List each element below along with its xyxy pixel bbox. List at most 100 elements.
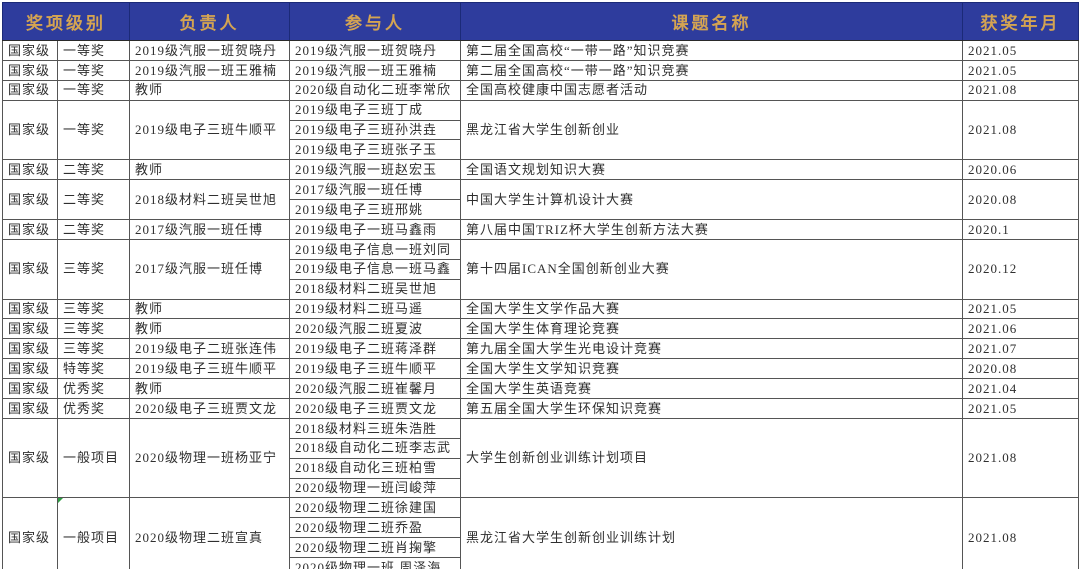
cell-award-grade: 一等奖 — [57, 99, 130, 161]
cell-participant: 2018级自动化三班柏雪 — [289, 457, 461, 479]
cell-project-name: 黑龙江省大学生创新创业 — [460, 99, 963, 161]
cell-award-date: 2021.08 — [962, 79, 1079, 101]
cell-leader: 2019级电子三班牛顺平 — [129, 358, 290, 380]
cell-leader: 教师 — [129, 79, 290, 101]
table-body: 国家级 一等奖 2019级汽服一班贺晓丹 2019级汽服一班贺晓丹 第二届全国高校“一带… — [2, 40, 1079, 569]
cell-award-grade: 一等奖 — [57, 79, 130, 101]
cell-award-category: 国家级 — [2, 238, 58, 300]
cell-award-grade: 三等奖 — [57, 318, 130, 340]
cell-leader: 2019级电子三班牛顺平 — [129, 99, 290, 161]
cell-award-category: 国家级 — [2, 219, 58, 240]
header-project: 课题名称 — [460, 2, 963, 41]
table-row: 国家级 三等奖 教师 2020级汽服二班夏波 全国大学生体育理论竞赛 2021.06 — [2, 318, 1079, 340]
cell-award-grade: 三等奖 — [57, 238, 130, 300]
cell-participant: 2019级电子三班牛顺平 — [289, 358, 461, 380]
cell-participant: 2020级汽服二班夏波 — [289, 318, 461, 340]
table-row: 国家级 特等奖 2019级电子三班牛顺平 2019级电子三班牛顺平 全国大学生文学知识竞… — [2, 358, 1079, 380]
cell-project-name: 第八届中国TRIZ杯大学生创新方法大赛 — [460, 219, 963, 240]
table-row: 2020级物理一班 周泽海 — [3, 557, 1079, 569]
cell-award-grade: 一般项目 — [57, 417, 130, 499]
cell-award-date: 2021.08 — [962, 99, 1079, 161]
table-row: 2018级材料二班吴世旭 — [3, 278, 1079, 300]
cell-project-name: 第十四届ICAN全国创新创业大赛 — [460, 238, 963, 300]
table-row: 国家级 一等奖 2019级汽服一班王雅楠 2019级汽服一班王雅楠 第二届全国高校“一带… — [2, 59, 1079, 81]
cell-participant: 2017级汽服一班任博 — [289, 179, 461, 201]
cell-award-category: 国家级 — [2, 79, 58, 101]
cell-leader: 2017级汽服一班任博 — [129, 238, 290, 300]
cell-leader: 2019级汽服一班王雅楠 — [129, 59, 290, 81]
cell-participant: 2020级物理一班闫峻萍 — [289, 477, 461, 499]
cell-participant: 2019级汽服一班王雅楠 — [289, 59, 461, 81]
cell-award-category: 国家级 — [2, 338, 58, 360]
cell-project-name: 全国高校健康中国志愿者活动 — [460, 79, 963, 101]
table-row: 国家级 三等奖 教师 2019级材料二班马遥 全国大学生文学作品大赛 2021.05 — [2, 298, 1079, 320]
cell-award-category: 国家级 — [2, 99, 58, 161]
cell-participant: 2020级物理二班徐建国 — [289, 497, 461, 519]
cell-participant: 2019级汽服一班赵宏玉 — [289, 159, 461, 181]
table-row: 国家级 三等奖 2019级电子二班张连伟 2019级电子二班蒋泽群 第九届全国大学生光电… — [2, 338, 1079, 360]
cell-leader: 教师 — [129, 318, 290, 340]
comment-marker-icon — [58, 498, 63, 504]
table-row: 国家级 优秀奖 2020级电子三班贾文龙 2020级电子三班贾文龙 第五届全国大学生环保… — [2, 398, 1079, 419]
table-row: 国家级 二等奖 教师 2019级汽服一班赵宏玉 全国语文规划知识大赛 2020.06 — [2, 159, 1079, 181]
cell-award-date: 2021.05 — [962, 398, 1079, 419]
cell-project-name: 第五届全国大学生环保知识竞赛 — [460, 398, 963, 419]
cell-project-name: 全国大学生英语竞赛 — [460, 378, 963, 400]
cell-leader: 2018级材料二班吴世旭 — [129, 179, 290, 221]
cell-award-date: 2021.05 — [962, 59, 1079, 81]
cell-leader: 教师 — [129, 159, 290, 181]
cell-award-grade: 三等奖 — [57, 338, 130, 360]
table-row: 国家级 一般项目 2020级物理二班宣真 2020级物理二班徐建国 黑龙江省大学生创新创… — [2, 497, 1079, 569]
cell-award-grade: 特等奖 — [57, 358, 130, 380]
table-row: 国家级 二等奖 2017级汽服一班任博 2019级电子一班马鑫雨 第八届中国TRIZ杯大… — [2, 219, 1079, 240]
cell-project-name: 全国大学生文学知识竞赛 — [460, 358, 963, 380]
cell-project-name: 全国大学生文学作品大赛 — [460, 298, 963, 320]
table-row: 国家级 一等奖 2019级电子三班牛顺平 2019级电子三班丁成 黑龙江省大学生创新创业… — [2, 99, 1079, 161]
cell-project-name: 黑龙江省大学生创新创业训练计划 — [460, 497, 963, 569]
cell-award-category: 国家级 — [2, 378, 58, 400]
cell-leader: 2020级电子三班贾文龙 — [129, 398, 290, 419]
header-participants: 参与人 — [289, 2, 461, 41]
cell-award-category: 国家级 — [2, 298, 58, 320]
cell-award-date: 2021.08 — [962, 417, 1079, 499]
cell-award-date: 2020.08 — [962, 358, 1079, 380]
table-row: 国家级 二等奖 2018级材料二班吴世旭 2017级汽服一班任博 中国大学生计算机设计大… — [2, 179, 1079, 221]
cell-participant: 2019级电子三班丁成 — [289, 99, 461, 121]
cell-award-date: 2021.04 — [962, 378, 1079, 400]
cell-award-grade: 优秀奖 — [57, 378, 130, 400]
cell-award-date: 2021.05 — [962, 298, 1079, 320]
cell-award-category: 国家级 — [2, 358, 58, 380]
header-leader: 负责人 — [129, 2, 290, 41]
cell-award-date: 2021.06 — [962, 318, 1079, 340]
table-header: 奖项级别 负责人 参与人 课题名称 获奖年月 — [2, 2, 1079, 41]
cell-leader: 2019级电子二班张连伟 — [129, 338, 290, 360]
table-row: 国家级 一等奖 教师 2020级自动化二班李常欣 全国高校健康中国志愿者活动 2021.0… — [2, 79, 1079, 101]
cell-award-category: 国家级 — [2, 417, 58, 499]
table-row: 2020级物理二班乔盈 — [3, 517, 1079, 539]
cell-award-grade: 一般项目 — [57, 497, 130, 569]
cell-award-category: 国家级 — [2, 159, 58, 181]
cell-award-category: 国家级 — [2, 179, 58, 221]
cell-participant: 2020级汽服二班崔馨月 — [289, 378, 461, 400]
cell-participant: 2019级电子三班孙洪垚 — [289, 119, 461, 141]
cell-participant: 2019级电子信息一班刘同 — [289, 238, 461, 260]
cell-leader: 2020级物理一班杨亚宁 — [129, 417, 290, 499]
cell-award-grade: 优秀奖 — [57, 398, 130, 419]
table-row: 国家级 优秀奖 教师 2020级汽服二班崔馨月 全国大学生英语竞赛 2021.04 — [2, 378, 1079, 400]
cell-participant: 2019级电子信息一班马鑫 — [289, 258, 461, 280]
table-row: 国家级 三等奖 2017级汽服一班任博 2019级电子信息一班刘同 第十四届ICAN全国… — [2, 238, 1079, 300]
cell-project-name: 第二届全国高校“一带一路”知识竞赛 — [460, 40, 963, 61]
header-row: 奖项级别 负责人 参与人 课题名称 获奖年月 — [2, 2, 1079, 41]
cell-award-grade: 二等奖 — [57, 179, 130, 221]
cell-award-date: 2020.08 — [962, 179, 1079, 221]
table-row: 2020级物理二班肖掬擎 — [3, 537, 1079, 559]
cell-project-name: 中国大学生计算机设计大赛 — [460, 179, 963, 221]
cell-award-date: 2020.1 — [962, 219, 1079, 240]
table-row: 2018级自动化二班李志武 — [3, 437, 1079, 459]
cell-award-date: 2020.12 — [962, 238, 1079, 300]
cell-award-grade: 二等奖 — [57, 159, 130, 181]
cell-award-date: 2021.08 — [962, 497, 1079, 569]
cell-leader: 2019级汽服一班贺晓丹 — [129, 40, 290, 61]
